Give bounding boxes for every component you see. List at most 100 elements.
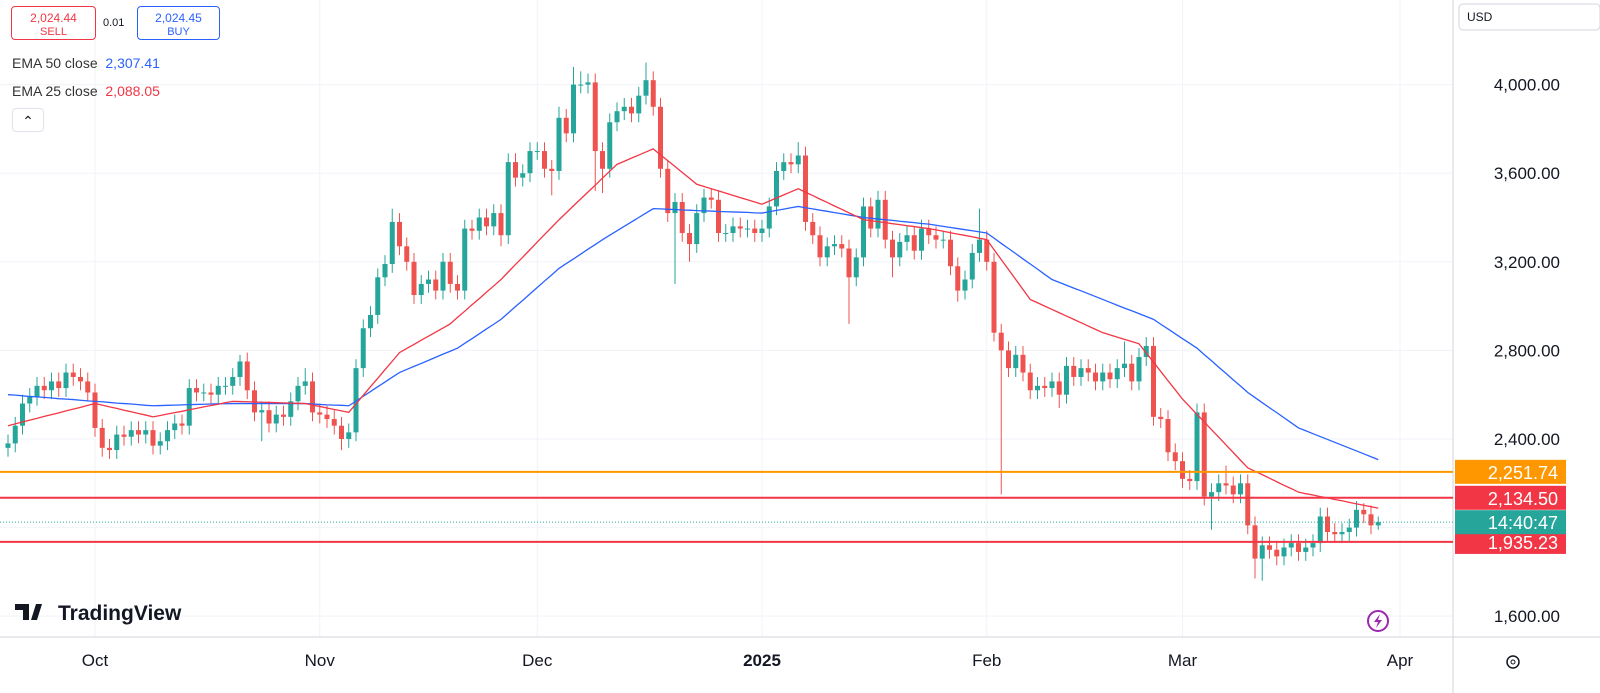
candle-body — [795, 155, 801, 165]
candle-body — [1223, 483, 1229, 486]
candle-body — [1165, 419, 1171, 453]
y-tick-label: 2,400.00 — [1494, 430, 1560, 449]
candle-body — [237, 361, 243, 377]
candle-body — [331, 419, 337, 426]
candle-body — [389, 221, 395, 265]
candle-body — [1078, 368, 1084, 377]
candle-body — [527, 151, 533, 174]
candle-body — [281, 414, 286, 417]
candle-body — [1288, 543, 1294, 548]
countdown-box — [1455, 510, 1566, 535]
candle-body — [63, 372, 69, 389]
candle-body — [476, 217, 482, 231]
candle-body — [244, 361, 250, 391]
candle-body — [926, 228, 932, 236]
collapse-button[interactable]: ⌃ — [12, 108, 44, 132]
candle-body — [614, 111, 620, 123]
candle-body — [1027, 372, 1033, 391]
candle-body — [1354, 509, 1359, 528]
candle-body — [962, 279, 968, 291]
candle-body — [375, 277, 381, 315]
candle-body — [1194, 412, 1200, 482]
candle-body — [571, 84, 576, 134]
candle-body — [27, 396, 33, 404]
candle-body — [172, 423, 178, 431]
candle-body — [223, 385, 228, 387]
sell-button[interactable]: 2,024.44 SELL — [11, 6, 96, 40]
candle-body — [759, 228, 765, 234]
candle-body — [215, 385, 221, 395]
candle-body — [339, 425, 344, 439]
candle-body — [1071, 365, 1077, 377]
candle-body — [1361, 509, 1367, 515]
candle-body — [143, 430, 149, 435]
candle-body — [998, 332, 1004, 351]
candle-body — [679, 201, 685, 234]
candle-body — [1317, 516, 1323, 544]
legend-item: EMA 25 close 2,088.05 — [12, 83, 160, 99]
candle-body — [447, 261, 453, 284]
candle-body — [534, 151, 540, 153]
candle-body — [1281, 547, 1287, 557]
candle-body — [455, 283, 460, 291]
candle-body — [1129, 363, 1135, 382]
candle-body — [360, 328, 366, 369]
buy-price: 2,024.45 — [155, 11, 202, 25]
candle-body — [1143, 345, 1149, 358]
candle-body — [984, 239, 990, 262]
candle-body — [774, 170, 779, 207]
buy-button[interactable]: 2,024.45 BUY — [137, 6, 220, 40]
currency-button[interactable] — [1458, 3, 1600, 31]
candle-body — [875, 199, 881, 229]
candle-body — [484, 217, 489, 227]
candle-body — [737, 226, 743, 229]
candle-body — [977, 239, 982, 253]
candle-body — [128, 430, 134, 437]
candle-body — [121, 434, 127, 437]
legend-item: EMA 50 close 2,307.41 — [12, 55, 160, 71]
sell-price: 2,024.44 — [30, 11, 77, 25]
ema-line — [7, 148, 1379, 509]
candle-body — [397, 221, 402, 247]
candle-body — [1238, 483, 1243, 495]
candle-body — [1274, 549, 1280, 557]
candle-body — [694, 213, 700, 245]
candle-body — [919, 228, 924, 251]
candle-body — [716, 199, 721, 234]
y-tick-label: 2,800.00 — [1494, 341, 1560, 360]
candle-body — [310, 381, 315, 413]
candle-body — [658, 106, 663, 169]
candle-body — [1259, 545, 1265, 559]
candle-body — [353, 368, 359, 433]
y-tick-label: 3,200.00 — [1494, 253, 1560, 272]
x-tick-label: 2025 — [743, 651, 781, 670]
candle-body — [897, 241, 903, 258]
lightning-icon[interactable] — [1367, 610, 1389, 632]
candle-body — [520, 173, 526, 178]
candle-body — [186, 388, 192, 426]
candle-body — [295, 385, 301, 402]
candle-body — [418, 283, 424, 296]
x-tick-label: Feb — [972, 651, 1001, 670]
candle-body — [810, 221, 816, 236]
candle-body — [462, 228, 468, 291]
candle-body — [556, 117, 562, 171]
candle-body — [34, 385, 40, 397]
candle-body — [708, 197, 714, 200]
settings-icon[interactable] — [1506, 655, 1520, 669]
candle-body — [70, 372, 76, 377]
candle-body — [288, 401, 294, 417]
candle-body — [766, 206, 772, 229]
x-tick-label: Nov — [305, 651, 336, 670]
candle-body — [324, 414, 330, 420]
x-tick-label: Apr — [1387, 651, 1414, 670]
candle-body — [839, 244, 845, 249]
candle-body — [194, 388, 199, 393]
legend-name: EMA 25 close — [12, 83, 98, 99]
candle-body — [1303, 547, 1309, 552]
candle-body — [49, 381, 54, 391]
candle-body — [636, 95, 642, 114]
price-line-label: 2,134.50 — [1488, 489, 1558, 509]
